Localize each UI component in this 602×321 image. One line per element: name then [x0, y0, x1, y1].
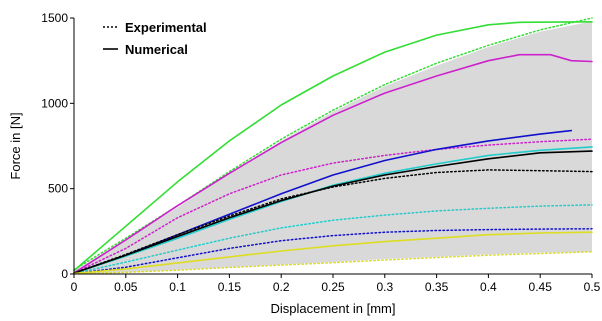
- series-line-2-solid: [73, 53, 593, 274]
- x-tick-label: 0.5: [584, 280, 601, 294]
- x-tick-label: 0.2: [273, 280, 290, 294]
- x-axis-title: Displacement in [mm]: [271, 301, 396, 316]
- series-layer: [73, 17, 593, 275]
- band-layer: [74, 21, 592, 275]
- y-tick-label: 500: [48, 182, 68, 196]
- x-tick-label: 0.1: [169, 280, 186, 294]
- legend-label-numerical: Numerical: [125, 42, 188, 57]
- series-line-3-dotted: [73, 138, 593, 274]
- axes-layer: 0 0.05 0.1 0.15 0.2 0.25 0.3 0.35 0.4 0.45 0.5 0 500…: [41, 11, 600, 294]
- series-line-10-solid: [73, 231, 593, 275]
- legend-label-experimental: Experimental: [125, 20, 207, 35]
- series-line-0-solid: [73, 20, 593, 272]
- y-tick-label: 1000: [41, 96, 68, 110]
- series-line-11-dotted: [73, 251, 593, 275]
- x-tick-label: 0.3: [376, 280, 393, 294]
- y-tick-label: 1500: [41, 11, 68, 25]
- y-axis-title: Force in [N]: [8, 112, 23, 179]
- x-tick-label: 0.05: [114, 280, 138, 294]
- x-tick-label: 0.15: [218, 280, 242, 294]
- series-line-9-dotted: [73, 169, 593, 274]
- series-line-5-dotted: [73, 228, 593, 275]
- y-tick-label: 0: [61, 267, 68, 281]
- envelope-band: [74, 21, 592, 275]
- x-tick-label: 0: [71, 280, 78, 294]
- x-tick-label: 0.45: [529, 280, 553, 294]
- legend: Experimental Numerical: [103, 20, 207, 57]
- x-tick-label: 0.35: [425, 280, 449, 294]
- series-line-8-solid: [73, 150, 593, 274]
- series-line-7-dotted: [73, 204, 593, 275]
- x-tick-label: 0.25: [321, 280, 345, 294]
- x-tick-label: 0.4: [480, 280, 497, 294]
